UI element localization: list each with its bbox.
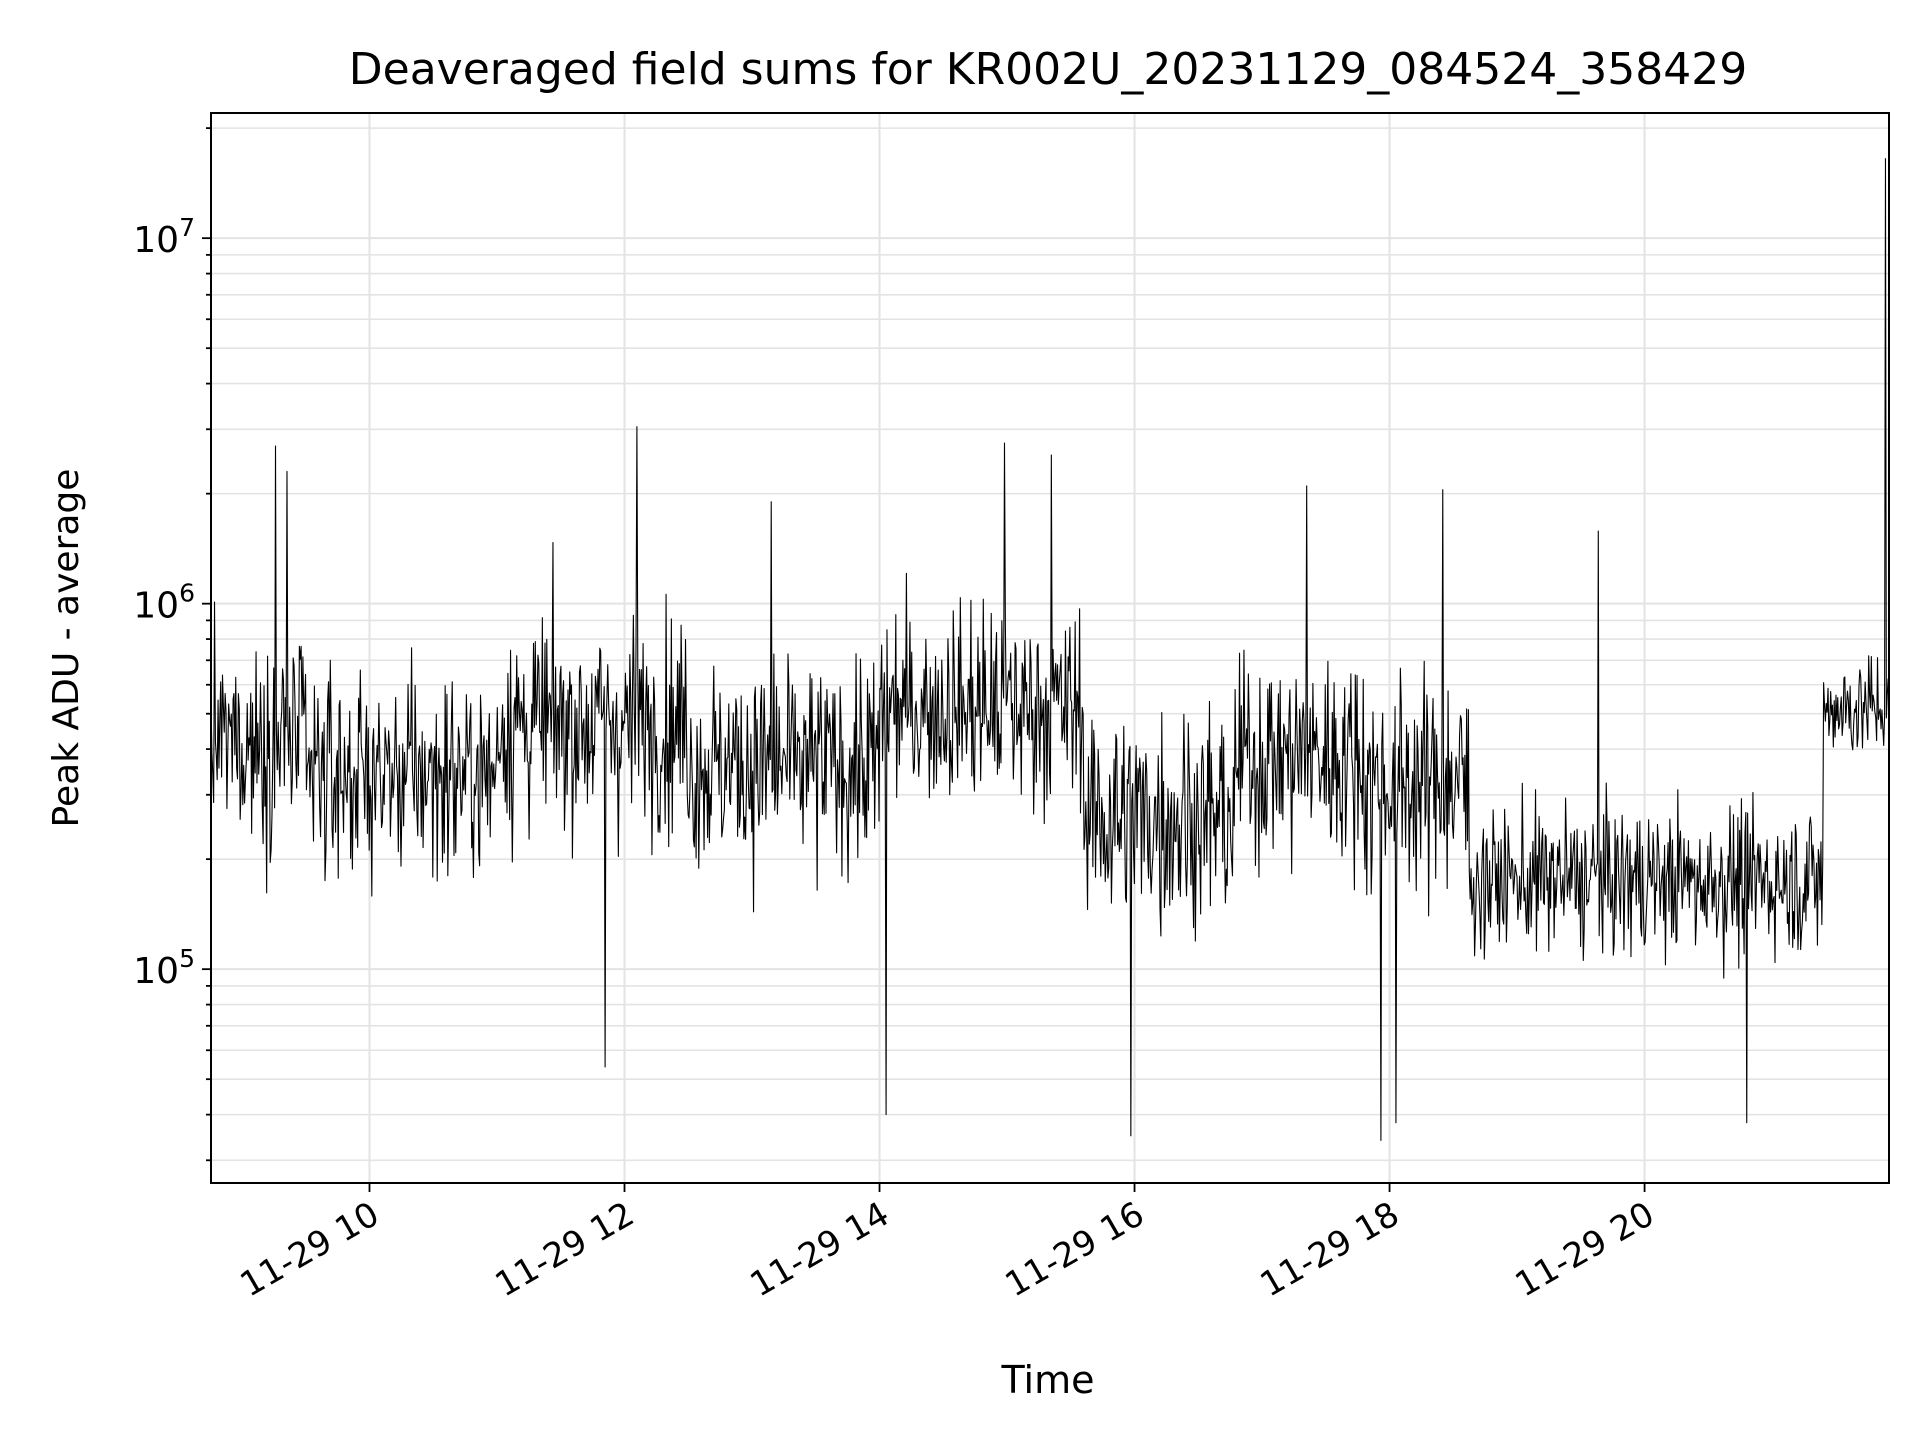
plot-frame: [210, 112, 1890, 1184]
y-tick-label: 105: [133, 944, 195, 992]
chart-title: Deaveraged field sums for KR002U_2023112…: [349, 44, 1747, 95]
x-axis-label: Time: [1001, 1358, 1095, 1402]
grid: [211, 113, 1889, 1183]
y-tick-label-exponent: 7: [179, 213, 195, 242]
y-tick-label-base: 10: [133, 586, 179, 627]
y-tick-label-exponent: 6: [179, 579, 195, 608]
y-tick-label: 107: [133, 213, 195, 261]
y-axis-label: Peak ADU - average: [46, 469, 87, 828]
y-tick-label-base: 10: [133, 951, 179, 992]
y-tick-label-base: 10: [133, 220, 179, 261]
series-line: [210, 158, 1890, 1141]
y-tick-label: 106: [133, 579, 195, 627]
series-path: [210, 158, 1890, 1141]
y-tick-label-exponent: 5: [179, 944, 195, 973]
